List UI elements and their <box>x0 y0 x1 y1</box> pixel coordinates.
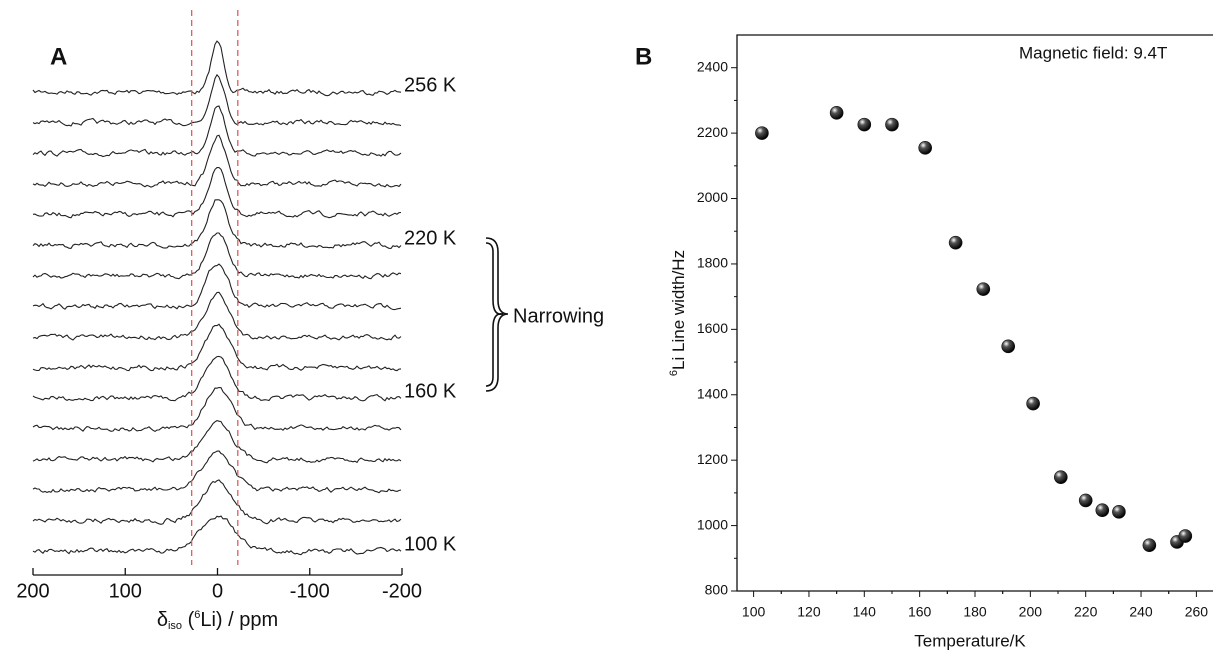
point <box>918 141 932 155</box>
spectrum-trace <box>32 515 402 556</box>
x-tick-label: -100 <box>290 580 330 602</box>
x-tick-label: 220 <box>1074 604 1098 620</box>
point <box>948 235 963 250</box>
y-tick-label: 1600 <box>697 320 728 336</box>
point <box>755 126 769 140</box>
x-tick-label: 180 <box>963 604 987 620</box>
point <box>1053 470 1068 484</box>
x-axis-label: Temperature/K <box>914 631 1026 650</box>
spectrum-trace <box>32 40 402 97</box>
x-tick-label: 260 <box>1185 604 1209 620</box>
bracket <box>485 237 509 392</box>
spectrum-trace <box>32 73 402 127</box>
point <box>1095 503 1110 518</box>
point <box>1142 538 1157 553</box>
x-tick-label: -200 <box>382 580 422 602</box>
annotation: Magnetic field: 9.4T <box>1019 43 1167 62</box>
bracket-label: Narrowing <box>513 305 604 327</box>
y-tick-label: 2000 <box>697 189 728 205</box>
spectrum-trace <box>32 105 402 158</box>
x-tick-label: 120 <box>797 604 821 620</box>
x-tick-label: 200 <box>1019 604 1043 620</box>
spectrum-trace <box>32 232 402 280</box>
point <box>976 282 991 296</box>
x-tick-label: 0 <box>212 580 223 602</box>
trace-label: 220 K <box>404 227 457 249</box>
label-part: iso <box>168 620 182 632</box>
spectrum-trace <box>32 386 402 433</box>
axes-frame <box>736 34 1213 592</box>
y-axis-label: 6Li Line width/Hz <box>668 250 689 376</box>
y-tick-label: 1400 <box>697 385 728 401</box>
x-axis-label: δiso (6Li) / ppm <box>157 609 278 632</box>
panel-letter: B <box>635 43 652 70</box>
label-part: 6 <box>194 609 200 621</box>
point <box>885 117 899 132</box>
point <box>829 106 844 120</box>
spectrum-trace <box>32 420 402 464</box>
point <box>1178 529 1193 543</box>
spectrum-trace <box>32 199 402 249</box>
label-part: δ <box>157 609 168 631</box>
spectrum-trace <box>32 355 402 402</box>
x-tick-label: 100 <box>109 580 142 602</box>
spectrum-trace <box>32 479 402 525</box>
label-part: 6 <box>668 370 680 376</box>
y-tick-label: 1200 <box>697 451 728 467</box>
trace-label: 256 K <box>404 74 457 96</box>
point <box>1112 505 1126 519</box>
point <box>857 117 872 132</box>
spectrum-trace <box>32 291 402 341</box>
y-tick-label: 1000 <box>697 516 728 532</box>
x-tick-label: 100 <box>742 604 766 620</box>
y-tick-label: 2400 <box>697 58 728 74</box>
y-tick-label: 800 <box>705 582 729 598</box>
y-tick-label: 2200 <box>697 124 728 140</box>
spectrum-trace <box>32 263 402 311</box>
trace-label: 100 K <box>404 533 457 555</box>
point <box>1078 493 1093 508</box>
spectrum-trace <box>32 450 402 494</box>
label-part: Li) / ppm <box>200 609 278 631</box>
y-tick-label: 1800 <box>697 255 728 271</box>
panel-letter: A <box>50 43 67 70</box>
label-part: ( <box>182 609 195 631</box>
spectrum-trace <box>32 134 402 188</box>
spectrum-trace <box>32 166 402 219</box>
label-part: Li Line width/Hz <box>669 250 688 370</box>
spectrum-trace <box>32 323 402 372</box>
point <box>1001 339 1016 354</box>
trace-label: 160 K <box>404 380 457 402</box>
x-tick-label: 160 <box>908 604 932 620</box>
x-tick-label: 140 <box>853 604 877 620</box>
point <box>1026 396 1040 411</box>
x-tick-label: 200 <box>16 580 49 602</box>
x-tick-label: 240 <box>1129 604 1153 620</box>
